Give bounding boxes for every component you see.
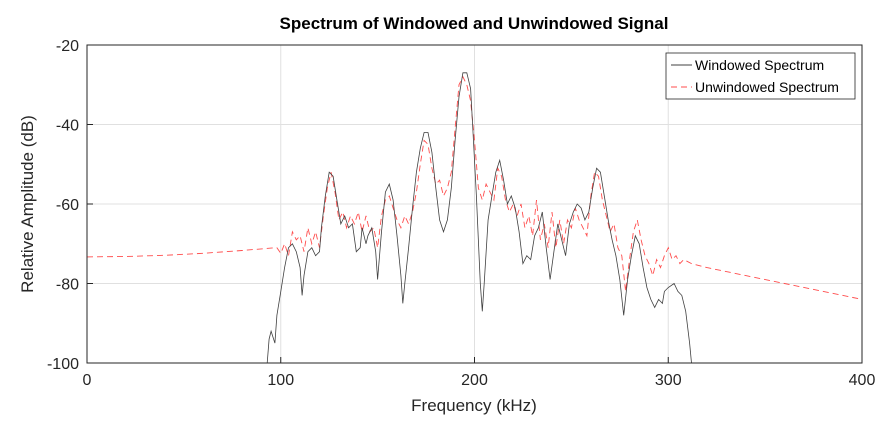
x-tick-label: 0 — [83, 372, 92, 389]
legend: Windowed Spectrum Unwindowed Spectrum — [665, 52, 856, 100]
legend-label-windowed: Windowed Spectrum — [695, 57, 824, 73]
x-tick-label: 400 — [849, 372, 876, 389]
axis-ticks: 0 100 200 300 400 -100 -80 -60 -40 -20 — [47, 38, 875, 389]
y-tick-label: -60 — [56, 197, 79, 214]
series-line-unwindowed — [87, 75, 862, 300]
y-tick-label: -20 — [56, 38, 79, 55]
y-tick-label: -80 — [56, 277, 79, 294]
chart-title: Spectrum of Windowed and Unwindowed Sign… — [280, 14, 669, 33]
legend-box — [665, 52, 856, 100]
series-line-windowed — [266, 72, 692, 363]
legend-label-unwindowed: Unwindowed Spectrum — [695, 79, 839, 95]
y-tick-label: -40 — [56, 118, 79, 135]
y-tick-label: -100 — [47, 356, 79, 373]
series-layer — [87, 72, 862, 363]
x-tick-label: 200 — [461, 372, 488, 389]
x-tick-label: 100 — [267, 372, 294, 389]
x-axis-label: Frequency (kHz) — [411, 396, 537, 415]
x-tick-label: 300 — [655, 372, 682, 389]
y-axis-label: Relative Amplitude (dB) — [18, 115, 37, 293]
